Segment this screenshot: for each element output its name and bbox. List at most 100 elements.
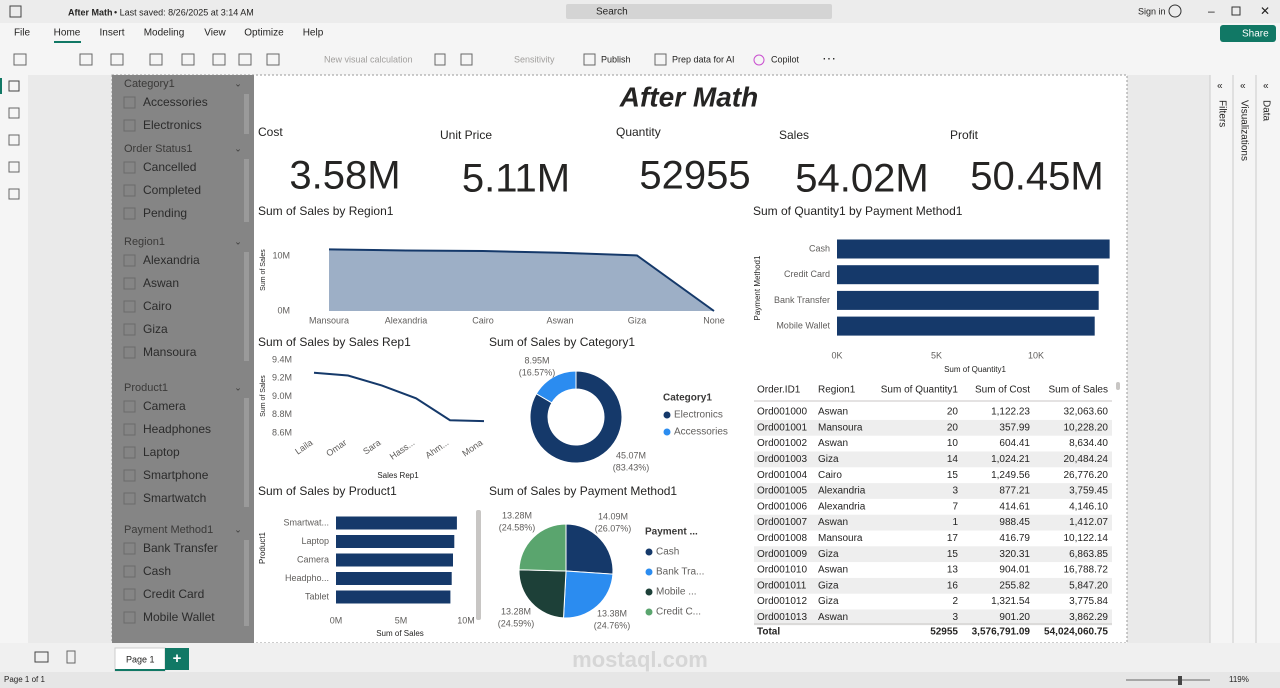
slicer-item[interactable]: Alexandria [143,253,200,267]
slicer-checkbox[interactable] [123,469,136,482]
slicer-checkbox[interactable] [123,588,136,601]
ribbon-tab[interactable]: Optimize [244,28,284,39]
slicer-item[interactable]: Accessories [143,95,208,109]
visual-icon[interactable] [212,53,226,66]
account-icon[interactable] [1168,4,1182,18]
save-icon[interactable] [9,5,22,18]
measure-icon[interactable] [434,53,446,66]
more-visuals-icon[interactable] [266,53,280,66]
copilot-icon[interactable] [753,54,765,66]
table-view[interactable] [8,107,20,119]
dax-view[interactable] [8,161,20,173]
slicer-item[interactable]: Mansoura [143,345,197,359]
slicer-item[interactable]: Cairo [143,299,172,313]
legend-label[interactable]: Mobile ... [656,587,697,598]
mobile-layout[interactable] [66,650,76,664]
collapse-filters[interactable]: « [1217,81,1223,92]
legend-label[interactable]: Credit C... [656,607,701,618]
tmdl-view[interactable] [8,188,20,200]
pane-title[interactable]: Visualizations [1238,100,1249,161]
slicer-checkbox[interactable] [123,254,136,267]
slicer-item[interactable]: Bank Transfer [143,541,218,555]
maximize[interactable] [1231,6,1241,16]
ribbon-tab[interactable]: Home [54,28,81,39]
slicer-item[interactable]: Headphones [143,422,211,436]
sign-in[interactable]: Sign in [1138,6,1166,16]
ribbon-tab[interactable]: Modeling [144,28,185,39]
refresh-icon[interactable] [181,53,195,66]
slicer-checkbox[interactable] [123,119,136,132]
slicer-item[interactable]: Cancelled [143,160,196,174]
transform-icon[interactable] [149,53,163,66]
slicer-checkbox[interactable] [123,323,136,336]
ribbon-tab[interactable]: File [14,28,31,39]
share-button[interactable] [1220,25,1276,42]
search-box[interactable] [566,4,832,19]
slicer-item[interactable]: Camera [143,399,186,413]
slicer-item[interactable]: Mobile Wallet [143,610,215,624]
legend-label[interactable]: Accessories [674,427,728,438]
get-data-icon[interactable] [79,53,93,66]
publish-icon[interactable] [583,53,596,66]
column-header[interactable]: Sum of Quantity1 [881,385,959,396]
paste-icon[interactable] [13,53,27,66]
collapse-data[interactable]: « [1263,81,1269,92]
slicer-item[interactable]: Electronics [143,118,202,132]
quick-measure-icon[interactable] [460,53,473,66]
legend-label[interactable]: Bank Tra... [656,567,704,578]
ribbon-tab[interactable]: View [204,28,226,39]
slicer-item[interactable]: Giza [143,322,168,336]
model-view[interactable] [8,134,20,146]
scrollbar[interactable] [476,510,481,620]
column-header[interactable]: Order.ID1 [757,385,801,396]
slicer-checkbox[interactable] [123,400,136,413]
ribbon-tab[interactable]: Help [303,28,324,39]
slicer-checkbox[interactable] [123,446,136,459]
slicer-checkbox[interactable] [123,277,136,290]
ribbon-tab[interactable]: Insert [99,28,124,39]
zoom-thumb[interactable] [1178,676,1182,685]
column-header[interactable]: Sum of Sales [1049,385,1108,396]
legend-label[interactable]: Cash [656,547,679,558]
toolbar-button[interactable]: Sensitivity [514,54,555,64]
slicer-item[interactable]: Pending [143,206,187,220]
add-page[interactable] [165,648,189,670]
slicer-checkbox[interactable] [123,542,136,555]
slicer-item[interactable]: Cash [143,564,171,578]
toolbar-button[interactable]: New visual calculation [324,54,413,64]
textbox-icon[interactable] [238,53,252,66]
pane-title[interactable]: Data [1260,100,1271,122]
slicer-checkbox[interactable] [123,184,136,197]
slicer-item[interactable]: Laptop [143,445,180,459]
column-header[interactable]: Sum of Cost [975,385,1030,396]
slicer-checkbox[interactable] [123,423,136,436]
slicer-checkbox[interactable] [123,565,136,578]
pane-title[interactable]: Filters [1216,100,1227,127]
slicer-checkbox[interactable] [123,96,136,109]
slicer-item[interactable]: Smartwatch [143,491,206,505]
prep-data-icon[interactable] [654,53,667,66]
slicer-checkbox[interactable] [123,300,136,313]
slicer-checkbox[interactable] [123,161,136,174]
excel-icon[interactable] [110,53,124,66]
slicer-checkbox[interactable] [123,611,136,624]
slicer-item[interactable]: Completed [143,183,201,197]
saved-status[interactable]: • Last saved: 8/26/2025 at 3:14 AM [114,7,254,17]
legend-label[interactable]: Electronics [674,410,723,421]
slicer-item[interactable]: Credit Card [143,587,204,601]
toolbar-button[interactable]: Copilot [771,54,800,64]
close[interactable]: ✕ [1260,4,1270,18]
collapse-visualizations[interactable]: « [1240,81,1246,92]
slicer-item[interactable]: Smartphone [143,468,209,482]
column-header[interactable]: Region1 [818,385,856,396]
slicer-checkbox[interactable] [123,346,136,359]
toolbar-button[interactable]: Prep data for AI [672,54,735,64]
slicer-checkbox[interactable] [123,492,136,505]
table-scroll[interactable] [1116,382,1120,390]
desktop-layout[interactable] [34,651,49,663]
more-options[interactable]: ··· [822,50,836,66]
slicer-item[interactable]: Aswan [143,276,179,290]
report-view[interactable] [8,80,20,92]
slicer-checkbox[interactable] [123,207,136,220]
toolbar-button[interactable]: Publish [601,54,631,64]
